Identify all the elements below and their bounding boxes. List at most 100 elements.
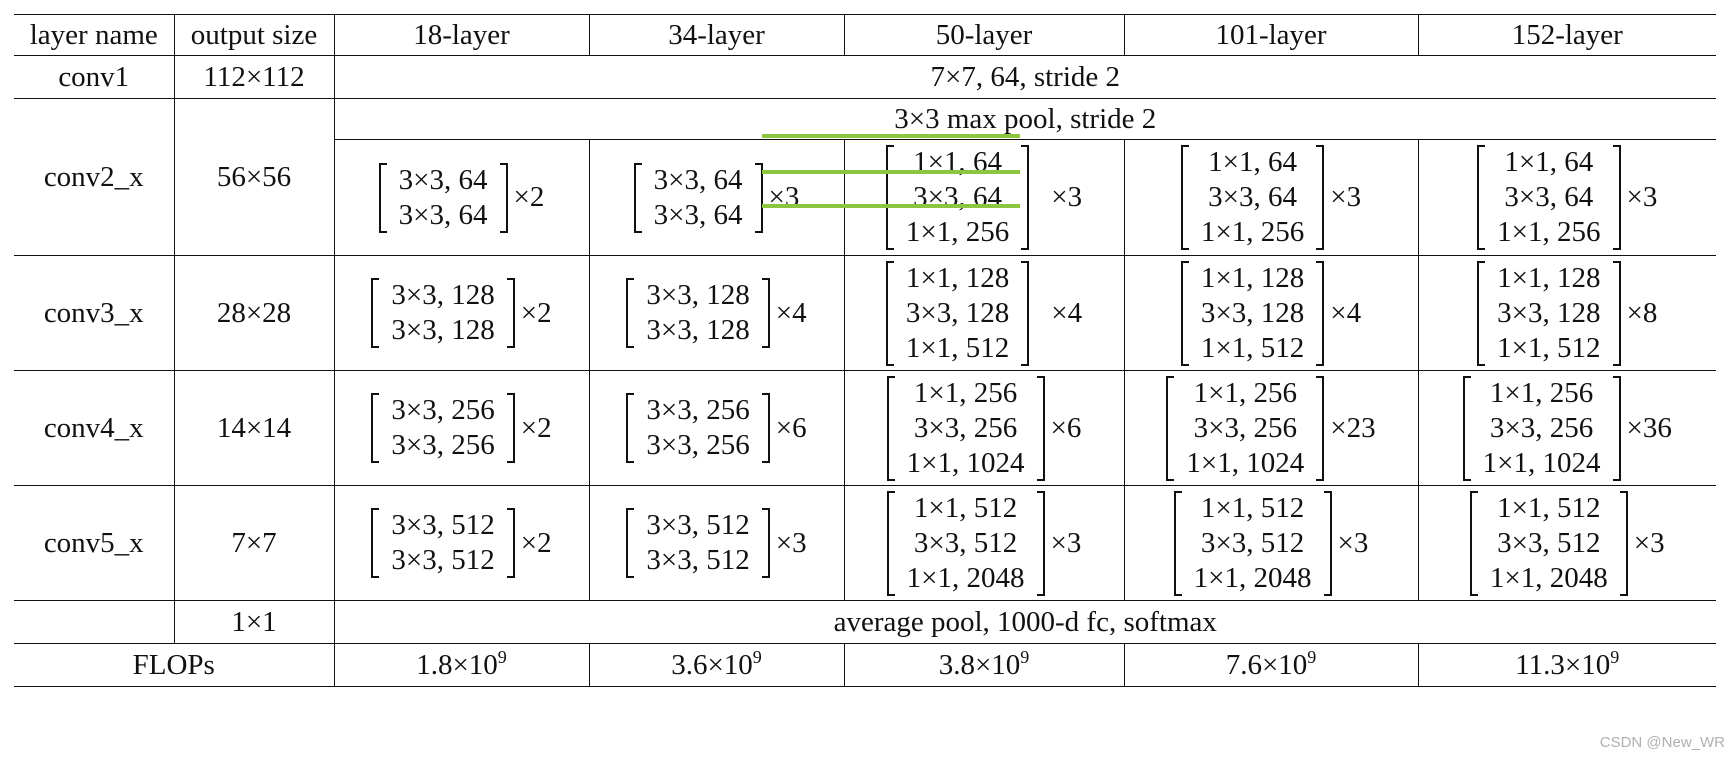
conv3-152-mult: ×8	[1626, 296, 1658, 329]
watermark: CSDN @New_WR	[1599, 734, 1725, 751]
conv5-152-line3: 1×1, 2048	[1489, 561, 1608, 594]
conv5-152-line1: 1×1, 512	[1497, 491, 1601, 524]
avgpool-name	[14, 600, 174, 644]
conv3-152-line3: 1×1, 512	[1497, 331, 1601, 364]
conv5-50-line3: 1×1, 2048	[906, 561, 1025, 594]
conv3-18-line2: 3×3, 128	[391, 314, 495, 346]
conv2-size: 56×56	[173, 98, 334, 256]
conv4-18-mult: ×2	[520, 411, 552, 444]
conv3-50-line3: 1×1, 512	[905, 331, 1010, 364]
conv1-row: conv1 112×112 7×7, 64, stride 2	[14, 55, 1716, 99]
flops-34-base: 3.6×10	[671, 648, 753, 681]
conv2-50-mult: ×3	[1051, 181, 1083, 213]
avgpool-row: 1×1 average pool, 1000-d fc, softmax	[14, 600, 1716, 644]
conv2-18-cell: 3×3, 64 3×3, 64 ×2	[333, 139, 589, 256]
conv3-152-line1: 1×1, 128	[1497, 261, 1601, 294]
flops-18: 1.8×109	[333, 643, 589, 687]
conv2-152-mult: ×3	[1626, 181, 1658, 213]
conv3-50-mult: ×4	[1051, 296, 1083, 329]
conv2-101-mult: ×3	[1330, 181, 1362, 213]
conv4-101-line1: 1×1, 256	[1193, 376, 1297, 409]
conv3-101-mult: ×4	[1330, 296, 1362, 329]
conv3-152-cell: 1×1, 128 3×3, 128 1×1, 512 ×8	[1417, 255, 1716, 371]
conv4-50-cell: 1×1, 256 3×3, 256 1×1, 1024 ×6	[843, 370, 1124, 486]
conv3-50-line1: 1×1, 128	[905, 261, 1010, 294]
conv4-101-cell: 1×1, 256 3×3, 256 1×1, 1024 ×23	[1123, 370, 1418, 486]
conv4-34-cell: 3×3, 256 3×3, 256 ×6	[588, 370, 844, 486]
flops-row: FLOPs 1.8×109 3.6×109 3.8×109 7.6×109 11…	[14, 643, 1716, 687]
conv4-152-line2: 3×3, 256	[1489, 411, 1594, 444]
conv5-name: conv5_x	[14, 485, 174, 601]
conv4-18-line2: 3×3, 256	[391, 429, 495, 461]
highlight-line-top	[762, 134, 1020, 138]
conv5-152-mult: ×3	[1633, 526, 1665, 559]
conv3-34-mult: ×4	[775, 296, 807, 329]
header-row: layer name output size 18-layer 34-layer…	[14, 14, 1716, 56]
header-152-layer: 152-layer	[1417, 14, 1716, 56]
conv2-50-line3: 1×1, 256	[905, 216, 1010, 248]
conv4-101-line2: 3×3, 256	[1193, 411, 1297, 444]
conv5-101-line3: 1×1, 2048	[1193, 561, 1312, 594]
avgpool-size: 1×1	[173, 600, 334, 644]
header-34-layer: 34-layer	[588, 14, 844, 56]
conv2-34-cell: 3×3, 64 3×3, 64 ×3	[588, 139, 844, 256]
flops-152: 11.3×109	[1417, 643, 1716, 687]
header-18-layer: 18-layer	[333, 14, 589, 56]
conv2-101-line1: 1×1, 64	[1208, 146, 1297, 178]
conv5-101-cell: 1×1, 512 3×3, 512 1×1, 2048 ×3	[1123, 485, 1418, 601]
conv5-50-mult: ×3	[1050, 526, 1082, 559]
conv5-34-line2: 3×3, 512	[646, 544, 750, 576]
conv2-34-line2: 3×3, 64	[653, 198, 743, 231]
flops-50-exp: 9	[1020, 646, 1030, 667]
flops-152-base: 11.3×10	[1515, 648, 1611, 681]
conv5-101-line2: 3×3, 512	[1200, 526, 1305, 559]
conv3-50-line2: 3×3, 128	[905, 296, 1010, 329]
conv2-18-line2: 3×3, 64	[398, 198, 488, 231]
conv5-101-mult: ×3	[1337, 526, 1369, 559]
conv4-34-line1: 3×3, 256	[646, 394, 750, 426]
flops-152-exp: 9	[1610, 646, 1620, 667]
conv5-18-cell: 3×3, 512 3×3, 512 ×2	[333, 485, 589, 601]
conv5-50-line2: 3×3, 512	[913, 526, 1018, 559]
conv3-101-line3: 1×1, 512	[1200, 331, 1305, 364]
highlight-line-bottom	[762, 204, 1020, 208]
conv3-18-cell: 3×3, 128 3×3, 128 ×2	[333, 255, 589, 371]
conv2-name: conv2_x	[14, 98, 174, 256]
resnet-architecture-table: layer name output size 18-layer 34-layer…	[14, 14, 1716, 687]
conv1-name: conv1	[14, 55, 174, 99]
header-layer-name: layer name	[14, 14, 174, 56]
conv4-101-mult: ×23	[1330, 411, 1376, 444]
conv3-101-cell: 1×1, 128 3×3, 128 1×1, 512 ×4	[1123, 255, 1418, 371]
conv3-34-line2: 3×3, 128	[646, 314, 750, 346]
header-101-layer: 101-layer	[1123, 14, 1418, 56]
conv5-101-line1: 1×1, 512	[1200, 491, 1305, 524]
header-output-size: output size	[173, 14, 334, 56]
flops-34: 3.6×109	[588, 643, 844, 687]
flops-50: 3.8×109	[843, 643, 1124, 687]
flops-label: FLOPs	[14, 643, 334, 687]
conv3-101-line1: 1×1, 128	[1200, 261, 1305, 294]
conv2-34-line1: 3×3, 64	[653, 163, 743, 196]
conv3-34-line1: 3×3, 128	[646, 279, 750, 311]
conv5-18-line1: 3×3, 512	[391, 509, 495, 541]
conv4-50-line2: 3×3, 256	[913, 411, 1018, 444]
conv4-101-line3: 1×1, 1024	[1186, 446, 1305, 479]
flops-50-base: 3.8×10	[938, 648, 1021, 681]
conv2-152-line3: 1×1, 256	[1497, 216, 1601, 248]
conv4-34-mult: ×6	[775, 411, 807, 444]
conv4-152-cell: 1×1, 256 3×3, 256 1×1, 1024 ×36	[1417, 370, 1716, 486]
conv4-name: conv4_x	[14, 370, 174, 486]
conv2-152-cell: 1×1, 64 3×3, 64 1×1, 256 ×3	[1417, 139, 1716, 256]
conv5-18-line2: 3×3, 512	[391, 544, 495, 576]
conv5-50-line1: 1×1, 512	[913, 491, 1018, 524]
conv5-152-line2: 3×3, 512	[1497, 526, 1601, 559]
conv2-152-line2: 3×3, 64	[1504, 181, 1594, 213]
maxpool-row: conv2_x 56×56 3×3 max pool, stride 2	[14, 98, 1716, 256]
conv4-152-line3: 1×1, 1024	[1482, 446, 1601, 479]
conv3-50-cell: 1×1, 128 3×3, 128 1×1, 512 ×4	[843, 255, 1124, 371]
flops-101: 7.6×109	[1123, 643, 1418, 687]
flops-18-base: 1.8×10	[416, 648, 498, 681]
conv5-row: conv5_x 7×7 3×3, 512 3×3, 512 ×2 3×3, 512 3…	[14, 485, 1716, 601]
conv2-152-line1: 1×1, 64	[1504, 146, 1594, 178]
conv1-size: 112×112	[173, 55, 334, 99]
